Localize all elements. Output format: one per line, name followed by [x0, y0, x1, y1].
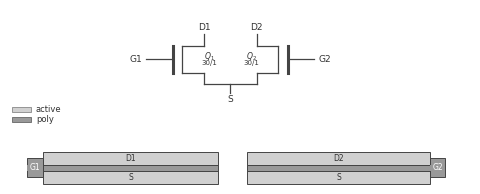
Bar — [43, 152, 218, 165]
Bar — [43, 171, 218, 184]
Text: G1: G1 — [30, 163, 41, 172]
Bar — [12, 117, 31, 122]
Bar — [27, 165, 43, 171]
Text: S: S — [129, 173, 133, 182]
Bar — [12, 107, 31, 112]
Text: poly: poly — [36, 115, 54, 124]
Bar — [247, 171, 430, 184]
Text: active: active — [36, 105, 61, 114]
Text: G2: G2 — [318, 55, 331, 64]
Bar — [430, 165, 445, 171]
Text: $Q_1$: $Q_1$ — [204, 51, 215, 63]
Bar — [247, 165, 430, 171]
Text: S: S — [228, 95, 233, 104]
Bar — [247, 152, 430, 165]
Bar — [43, 165, 218, 171]
Bar — [430, 158, 445, 177]
Bar — [27, 158, 43, 177]
Text: 30/1: 30/1 — [243, 60, 259, 66]
Text: 30/1: 30/1 — [202, 60, 217, 66]
Text: D2: D2 — [251, 23, 263, 32]
Text: G1: G1 — [130, 55, 143, 64]
Text: D2: D2 — [333, 154, 344, 163]
Text: D1: D1 — [198, 23, 210, 32]
Text: D1: D1 — [125, 154, 136, 163]
Text: $Q_2$: $Q_2$ — [246, 51, 257, 63]
Text: S: S — [336, 173, 341, 182]
Text: G2: G2 — [432, 163, 443, 172]
